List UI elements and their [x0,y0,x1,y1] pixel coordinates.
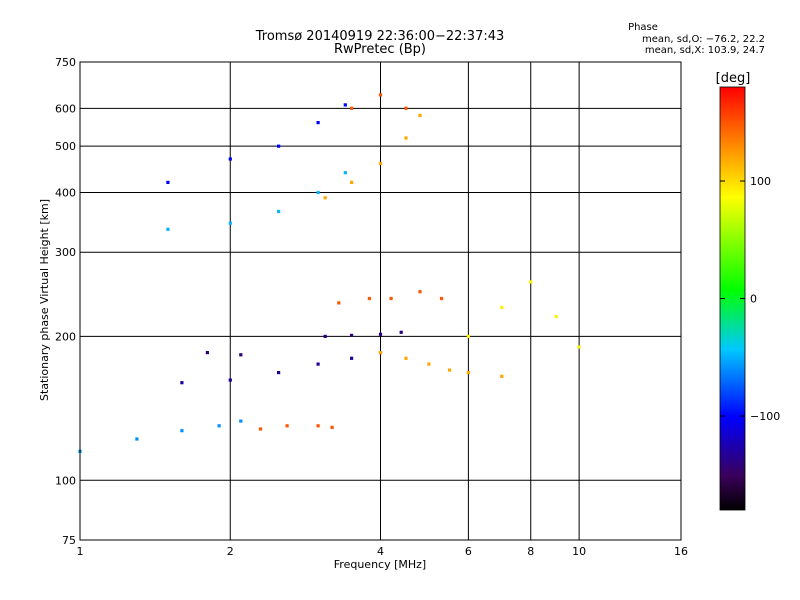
data-point [316,190,320,195]
data-point [180,429,184,433]
data-point [323,196,327,200]
data-point [418,290,422,294]
colorbar-label: [deg] [716,71,751,86]
data-point [316,121,320,125]
data-point [166,180,170,184]
x-tick-label: 8 [527,545,534,558]
data-point [529,280,533,284]
chart-subtitle: RwPretec (Bp) [334,42,426,57]
data-point [277,144,281,148]
data-point [466,334,470,338]
data-point [228,157,232,161]
y-axis-label: Stationary phase Virtual Height [km] [38,199,51,401]
data-point [166,227,170,231]
data-point [217,424,221,428]
data-point [439,296,444,301]
data-point [337,301,341,305]
data-point [316,424,320,428]
data-point [350,333,354,337]
data-point [399,330,403,334]
data-point [350,356,354,360]
data-point [350,106,354,110]
colorbar-ticks: 100 0 −100 [720,175,780,423]
plot-frame [79,61,682,541]
y-tick-label: 400 [55,186,76,199]
colorbar-tick-label: 0 [750,293,757,306]
data-point [258,427,263,431]
y-tick-label: 100 [55,474,76,487]
data-point [228,378,232,382]
data-point [228,221,232,225]
data-point [378,93,383,97]
y-tick-label: 300 [55,246,76,259]
grid-layer [80,62,681,540]
phase-info-line1: mean, sd,O: −76.2, 22.2 [642,34,765,45]
x-tick-label: 1 [77,545,84,558]
data-point [239,353,243,357]
data-point [427,362,431,366]
data-point [277,209,281,214]
data-point [500,374,504,378]
data-point [316,362,320,366]
data-point [205,351,209,355]
data-point [350,180,354,184]
y-tick-label: 200 [55,330,76,343]
y-tick-label: 600 [55,102,76,115]
chart-title: Tromsø 20140919 22:36:00−22:37:43 [255,29,505,44]
data-point [378,161,383,166]
x-tick-label: 6 [465,545,472,558]
y-tick-label: 75 [62,534,76,547]
data-point [389,296,393,301]
data-point [404,356,408,360]
x-tick-label: 2 [227,545,234,558]
phase-info-title: Phase [628,22,658,33]
data-point [378,351,383,355]
colorbar-tick-label: 100 [750,175,771,188]
y-tick-label: 750 [55,56,76,69]
data-point [500,305,504,309]
x-axis-label: Frequency [MHz] [334,558,426,571]
data-point [577,345,581,349]
data-point [323,334,327,338]
colorbar-tick-label: −100 [750,410,780,423]
data-point [277,371,281,375]
data-point [367,296,371,301]
data-point [404,106,408,110]
phase-info-line2: mean, sd,X: 103.9, 24.7 [645,45,765,56]
data-point [180,381,184,385]
data-point [135,437,139,441]
points-layer [78,93,581,453]
data-point [447,368,452,372]
data-point [404,136,408,140]
data-point [343,171,347,175]
data-point [554,315,558,319]
data-point [378,332,383,336]
data-point [418,113,422,117]
data-point [330,425,334,429]
data-point [466,371,470,375]
x-tick-label: 4 [377,545,384,558]
x-tick-label: 16 [674,545,688,558]
data-point [285,424,289,428]
y-tick-label: 500 [55,140,76,153]
ticks-layer: 1 2 4 6 8 10 16 75 100 200 300 400 500 600 750 [55,56,688,558]
data-point [343,103,347,107]
x-tick-label: 10 [572,545,586,558]
data-point [239,419,243,423]
